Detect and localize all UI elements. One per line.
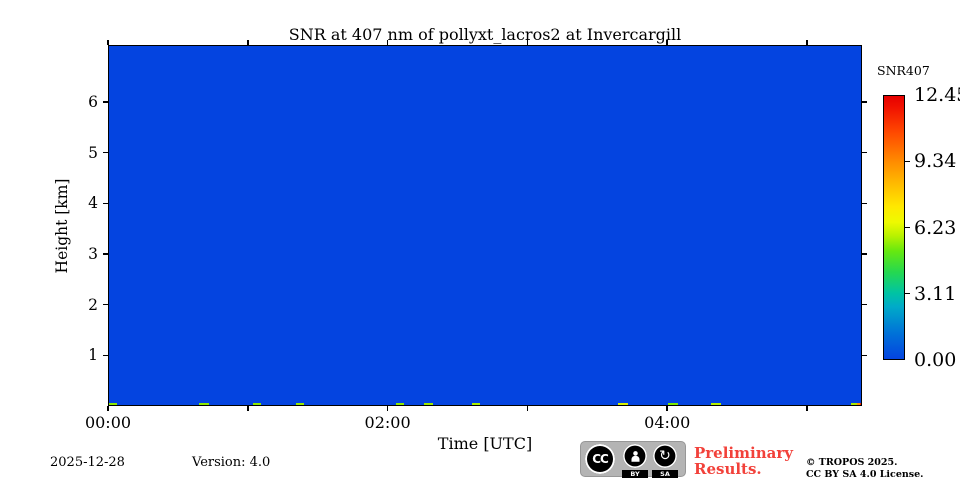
colorbar-tick-label: 6.23 [914, 216, 957, 239]
y-tick-right [862, 202, 867, 205]
colorbar-tick-label: 0.00 [914, 349, 957, 371]
surface-signal-mark [296, 402, 305, 405]
sa-tag: SA [652, 470, 678, 478]
x-tick [107, 406, 109, 411]
surface-signal-mark [424, 402, 434, 405]
y-tick-label: 5 [88, 143, 98, 162]
surface-signal-mark [667, 402, 678, 405]
y-tick-right [862, 303, 867, 306]
copyright-note: © TROPOS 2025. CC BY SA 4.0 License. [806, 457, 923, 480]
y-tick-right [862, 354, 867, 357]
surface-signal-mark [252, 402, 261, 405]
colorbar-tick [905, 293, 910, 295]
x-tick-top [526, 40, 529, 45]
y-tick-label: 1 [88, 346, 98, 365]
surface-signal-mark [396, 402, 405, 405]
x-tick-top [806, 40, 808, 45]
colorbar-tick [905, 160, 910, 162]
cc-icon: CC [585, 444, 615, 474]
surface-signal-mark [711, 402, 722, 405]
surface-signal-mark [617, 402, 628, 405]
y-tick [103, 202, 108, 205]
x-tick [386, 406, 389, 411]
cc-license-badge: CC ↻ BY SA [580, 441, 686, 478]
x-tick-top [107, 40, 109, 45]
x-tick-top [386, 40, 389, 45]
x-tick [246, 406, 249, 411]
x-tick-top [246, 40, 249, 45]
y-tick-right [862, 253, 867, 255]
copyright-line2: CC BY SA 4.0 License. [806, 468, 924, 480]
x-tick-top [666, 40, 669, 45]
y-axis-title: Height [km] [53, 178, 71, 274]
y-tick-label: 6 [88, 93, 98, 112]
chart-title: SNR at 407 nm of pollyxt_lacros2 at Inve… [288, 25, 682, 44]
y-tick-right [862, 151, 867, 154]
x-tick-label: 02:00 [364, 413, 411, 432]
y-tick [103, 354, 108, 357]
y-tick-right [862, 101, 867, 103]
x-tick [666, 406, 669, 411]
colorbar [883, 95, 905, 360]
surface-signal-mark [198, 402, 209, 405]
colorbar-tick-label: 12.45 [914, 84, 960, 106]
y-tick [103, 151, 108, 154]
x-tick [806, 406, 808, 411]
preliminary-results-note: Preliminary Results. [694, 444, 793, 478]
surface-signal-mark [472, 402, 481, 405]
cc-icon-label: CC [592, 452, 609, 466]
version-label: Version: 4.0 [192, 455, 271, 470]
x-tick-label: 00:00 [84, 413, 132, 432]
attribution-person-icon [623, 444, 647, 468]
colorbar-tick [905, 226, 910, 229]
colorbar-title: SNR407 [877, 63, 930, 78]
colorbar-tick-label: 3.11 [914, 282, 957, 305]
y-tick [103, 303, 108, 306]
y-tick-label: 4 [88, 194, 98, 213]
x-tick [526, 406, 529, 411]
preliminary-line1: Preliminary [694, 444, 793, 462]
plot-area [108, 45, 862, 406]
surface-signal-mark [850, 402, 857, 405]
surface-signal-mark [860, 402, 861, 405]
x-tick-label: 04:00 [644, 413, 691, 432]
date-label: 2025-12-28 [50, 455, 125, 470]
x-axis-title: Time [UTC] [437, 434, 533, 453]
sa-arrow-glyph: ↻ [659, 448, 671, 464]
y-tick [103, 253, 108, 255]
preliminary-line2: Results. [694, 459, 762, 478]
share-alike-arrow-icon: ↻ [653, 444, 677, 468]
surface-signal-mark [857, 402, 860, 405]
y-tick-label: 2 [88, 295, 98, 314]
y-tick [103, 101, 108, 103]
person-glyph [630, 450, 640, 462]
y-tick-label: 3 [88, 245, 98, 264]
copyright-line1: © TROPOS 2025. [806, 457, 898, 468]
colorbar-tick-label: 9.34 [914, 150, 957, 173]
surface-signal-mark [109, 402, 117, 405]
by-tag: BY [622, 470, 648, 478]
